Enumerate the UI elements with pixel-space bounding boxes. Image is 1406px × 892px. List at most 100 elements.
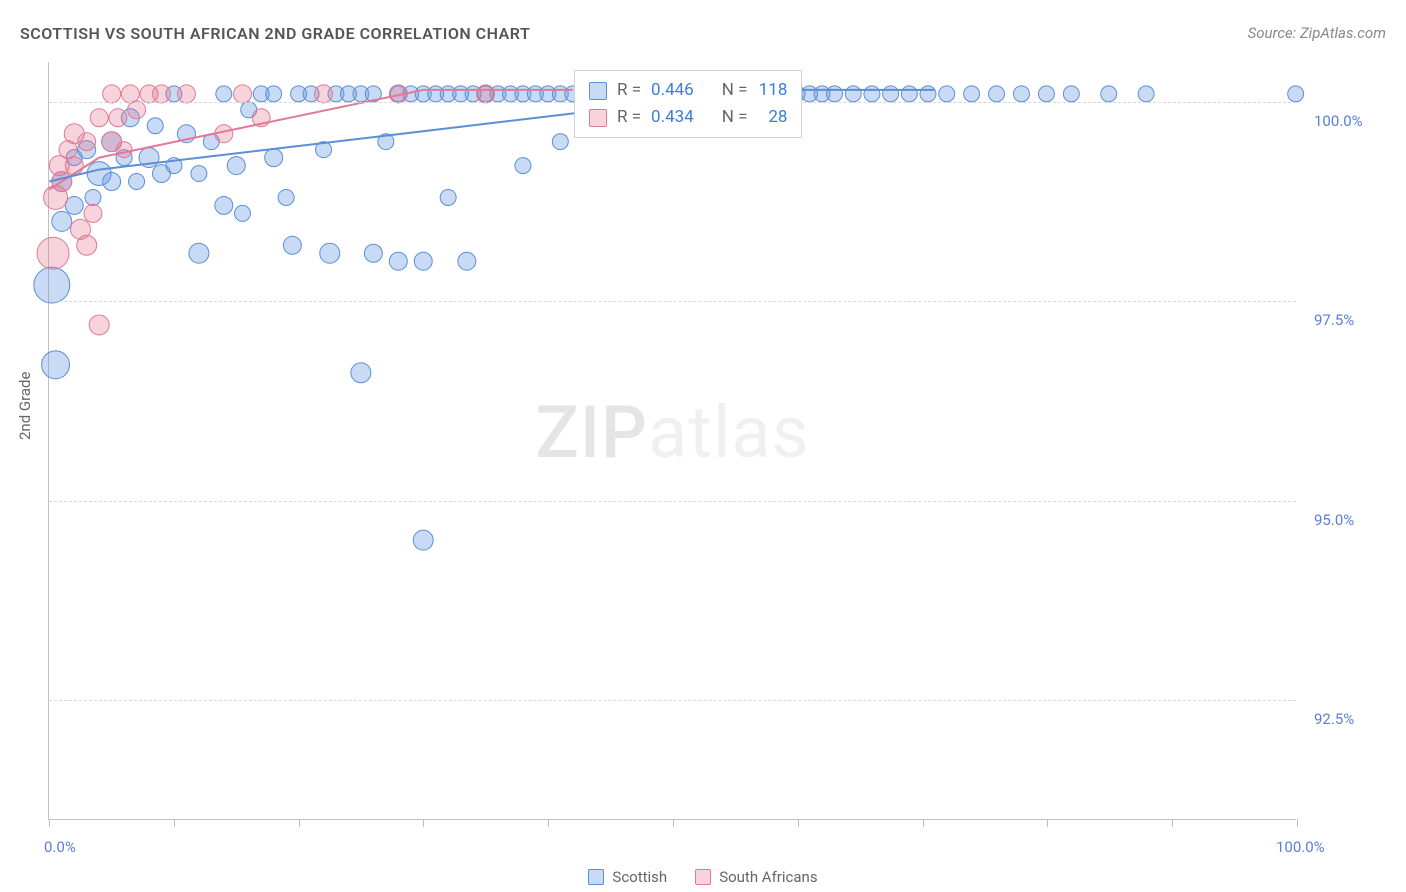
scatter-point-series1 [216,86,232,102]
legend-label-series2: South Africans [719,868,817,886]
gridline-h [49,700,1296,701]
n-value-series2: 28 [757,104,787,131]
scatter-point-series1 [1101,86,1117,102]
scatter-point-series1 [191,166,207,182]
scatter-point-series1 [1138,86,1154,102]
scatter-point-series1 [129,174,145,190]
r-value-series2: 0.434 [651,104,694,131]
ytick-label: 100.0% [1314,112,1363,130]
xtick [1047,819,1048,827]
scatter-point-series1 [34,267,70,303]
scatter-point-series2 [116,142,132,158]
xtick [299,819,300,827]
scatter-point-series1 [414,252,432,270]
scatter-point-series2 [121,85,139,103]
stats-row-series2: R = 0.434 N = 28 [589,104,787,131]
scatter-point-series1 [440,189,456,205]
scatter-point-series1 [920,86,936,102]
scatter-point-series1 [283,236,301,254]
xtick [423,819,424,827]
r-label: R = [617,104,641,131]
scatter-point-series1 [227,157,245,175]
scatter-point-series1 [458,252,476,270]
stats-swatch-series2 [589,109,607,127]
legend-swatch-series1 [588,869,604,885]
scatter-point-series2 [477,85,495,103]
legend-item-series2: South Africans [695,868,817,886]
n-value-series1: 118 [757,77,787,104]
plot-area: ZIPatlas [48,62,1296,820]
n-label: N = [722,104,748,131]
scatter-point-series1 [827,86,843,102]
scatter-point-series1 [42,351,70,379]
scatter-point-series1 [235,205,251,221]
y-axis-label: 2nd Grade [16,372,34,440]
scatter-point-series1 [1063,86,1079,102]
trend-line-series2 [49,90,572,190]
scatter-point-series2 [89,315,109,335]
scatter-point-series2 [315,85,333,103]
legend-swatch-series2 [695,869,711,885]
scatter-point-series2 [77,235,97,255]
scatter-point-series2 [84,204,102,222]
xtick [798,819,799,827]
scatter-point-series1 [265,149,283,167]
legend-label-series1: Scottish [612,868,667,886]
ytick-label: 95.0% [1314,511,1354,529]
n-label: N = [722,77,748,104]
ytick-label: 97.5% [1314,311,1354,329]
scatter-point-series2 [65,157,83,175]
scatter-point-series1 [266,86,282,102]
scatter-point-series1 [964,86,980,102]
legend-item-series1: Scottish [588,868,667,886]
xtick [49,819,50,827]
scatter-point-series1 [883,86,899,102]
scatter-point-series1 [103,173,121,191]
scatter-point-series2 [153,85,171,103]
gridline-h [49,301,1296,302]
scatter-point-series1 [1038,86,1054,102]
ytick-label: 92.5% [1314,710,1354,728]
xtick [1297,819,1298,827]
scatter-point-series1 [351,363,371,383]
xtick [548,819,549,827]
scatter-point-series1 [901,86,917,102]
scatter-point-series1 [52,211,72,231]
scatter-point-series2 [234,85,252,103]
source-attribution: Source: ZipAtlas.com [1248,24,1386,42]
scatter-point-series1 [515,158,531,174]
scatter-point-series1 [320,243,340,263]
scatter-point-series2 [109,109,127,127]
xtick [174,819,175,827]
scatter-point-series2 [128,101,146,119]
scatter-point-series1 [413,530,433,550]
stats-row-series1: R = 0.446 N = 118 [589,77,787,104]
scatter-point-series1 [552,134,568,150]
chart-title: SCOTTISH VS SOUTH AFRICAN 2ND GRADE CORR… [20,24,530,43]
chart-svg [49,62,1296,819]
scatter-point-series1 [1013,86,1029,102]
scatter-point-series1 [864,86,880,102]
scatter-point-series1 [389,252,407,270]
scatter-point-series1 [364,244,382,262]
scatter-point-series2 [78,133,96,151]
scatter-point-series2 [177,85,195,103]
xtick [1172,819,1173,827]
scatter-point-series1 [65,196,83,214]
scatter-point-series1 [215,196,233,214]
xtick [923,819,924,827]
stats-swatch-series1 [589,82,607,100]
scatter-point-series1 [989,86,1005,102]
scatter-point-series1 [278,189,294,205]
scatter-point-series2 [90,109,108,127]
scatter-point-series2 [103,85,121,103]
scatter-point-series2 [37,237,69,269]
scatter-point-series1 [85,189,101,205]
r-value-series1: 0.446 [651,77,694,104]
legend-bottom: Scottish South Africans [0,868,1406,886]
gridline-h [49,501,1296,502]
scatter-point-series1 [1288,86,1304,102]
xtick-label-max: 100.0% [1276,838,1325,856]
xtick [673,819,674,827]
scatter-point-series1 [147,118,163,134]
